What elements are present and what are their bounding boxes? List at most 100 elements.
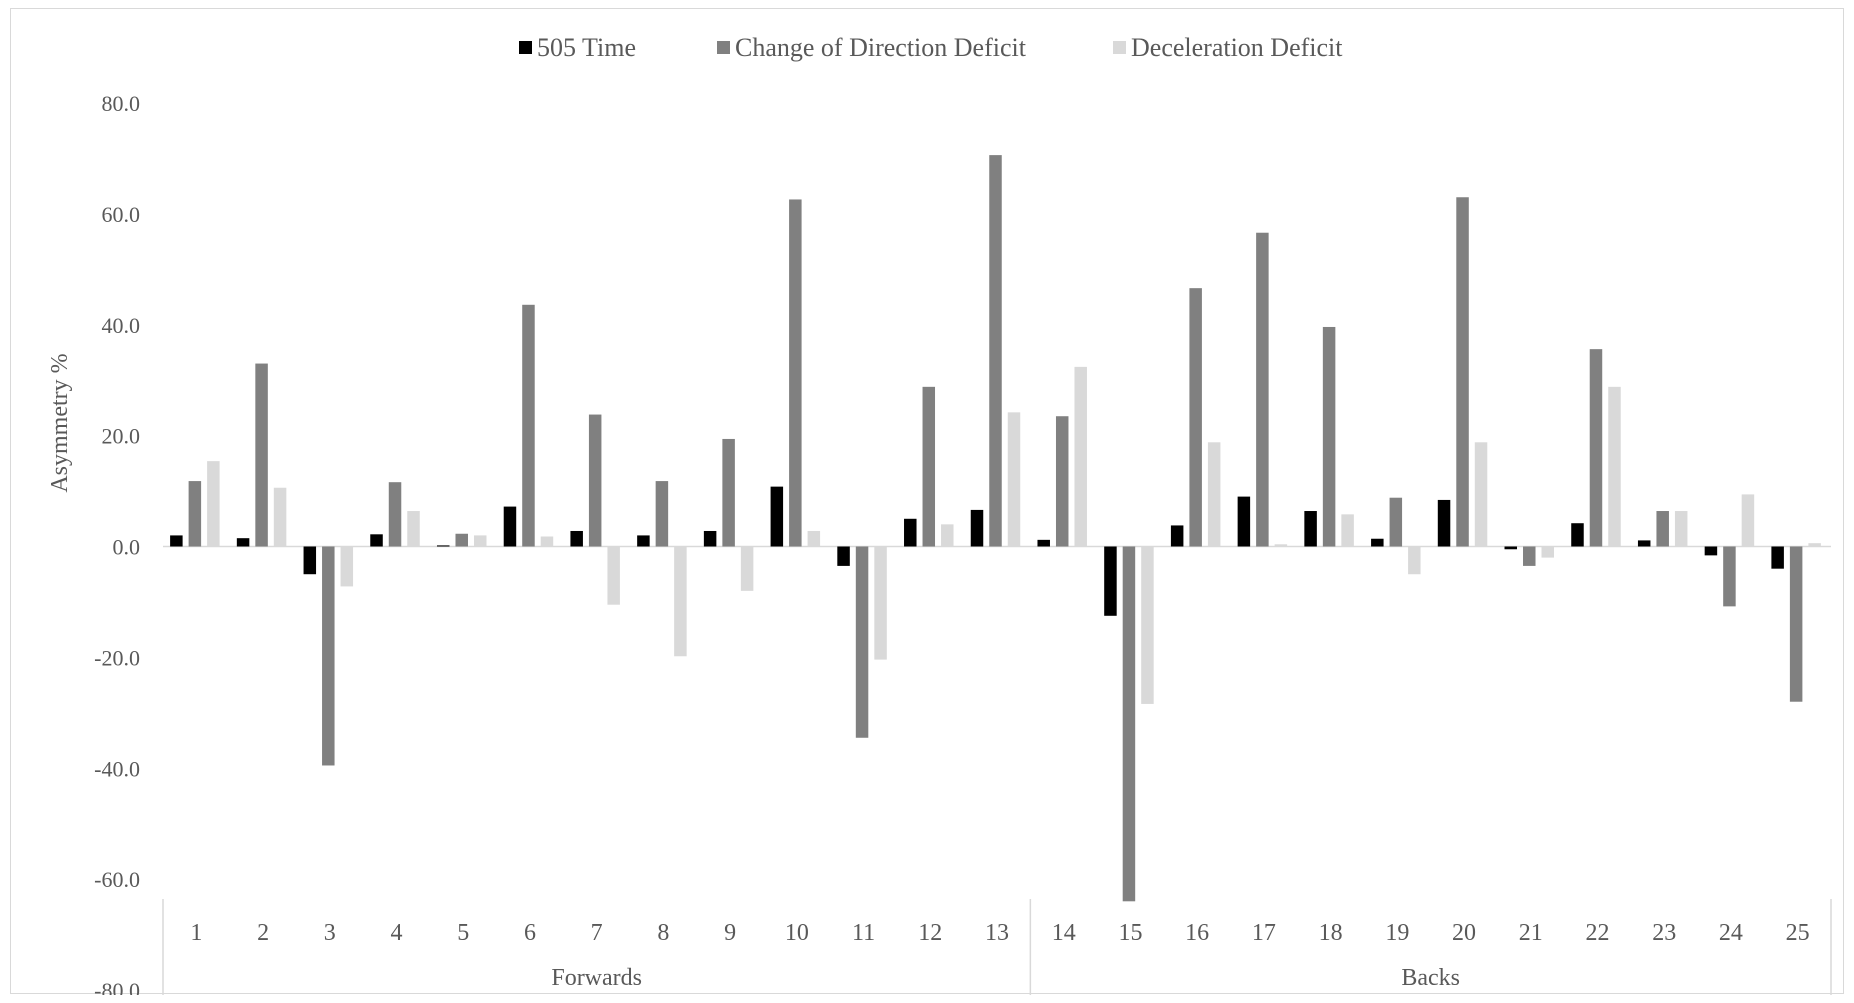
bar (807, 530, 821, 547)
x-group-label: Backs (1401, 965, 1460, 991)
bar (1456, 197, 1469, 547)
y-tick-label: -60.0 (94, 867, 140, 892)
bar (637, 535, 650, 547)
bar (1637, 540, 1651, 547)
bar (540, 536, 554, 547)
bar (1237, 496, 1251, 547)
bar (1170, 525, 1184, 547)
bar (588, 414, 602, 547)
bar (1741, 494, 1755, 547)
bar (236, 538, 250, 547)
bar (941, 524, 954, 547)
bar (1274, 544, 1288, 547)
bar (970, 509, 984, 547)
bars (170, 155, 1821, 902)
bar (340, 546, 354, 587)
legend-swatch (519, 41, 532, 54)
x-tick-label: 16 (1185, 920, 1209, 946)
x-tick-label: 17 (1252, 920, 1276, 946)
x-tick-label: 22 (1585, 920, 1609, 946)
bar (370, 534, 383, 547)
y-tick-label: 20.0 (102, 424, 141, 449)
x-tick-label: 15 (1118, 920, 1142, 946)
bar (1122, 546, 1136, 902)
bar (1808, 543, 1821, 547)
bar (1589, 349, 1603, 547)
bar (1189, 288, 1202, 547)
bar (989, 155, 1002, 547)
y-axis: 80.0 60.0 40.0 20.0 0.0 -20.0 -40.0 -60.0 -80.0 (94, 91, 140, 995)
x-tick-label: 13 (985, 920, 1009, 946)
bar (607, 546, 620, 605)
bar (1571, 523, 1584, 547)
bar (740, 546, 754, 591)
bar (1608, 386, 1621, 547)
bar (273, 487, 287, 547)
bar (1141, 546, 1154, 704)
bar (1007, 412, 1021, 547)
legend-swatch (717, 41, 730, 54)
bar (1037, 539, 1050, 547)
x-axis: 1 2 3 4 5 6 7 8 9 10 11 12 13 14 15 16 17 18 19 20 21 22 23 24 2… (162, 899, 1832, 995)
y-tick-label: 40.0 (102, 313, 141, 338)
x-tick-label: 20 (1452, 920, 1476, 946)
bar (1408, 546, 1421, 575)
y-axis-title: Asymmetry % (47, 353, 73, 492)
y-tick-label: 0.0 (113, 535, 141, 560)
bar (1437, 499, 1451, 547)
legend-swatch (1113, 41, 1126, 54)
bar (1074, 366, 1087, 547)
bar (1674, 511, 1688, 547)
bar (904, 518, 917, 547)
legend: 505 Time Change of Direction Deficit Decel… (519, 33, 1343, 62)
bar (1055, 416, 1069, 547)
bar (1322, 326, 1336, 547)
y-tick-label: 60.0 (102, 202, 141, 227)
x-tick-label: 18 (1319, 920, 1343, 946)
y-tick-label: 80.0 (102, 91, 141, 116)
bar (1541, 546, 1555, 558)
legend-label: 505 Time (537, 33, 636, 62)
bar (1789, 546, 1803, 702)
bar (303, 546, 317, 575)
y-tick-label: -20.0 (94, 645, 140, 670)
x-tick-label: 3 (324, 920, 336, 946)
x-tick-label: 24 (1719, 920, 1743, 946)
x-group-label: Forwards (551, 965, 642, 991)
bar (388, 482, 402, 547)
bar (703, 530, 717, 547)
bar (322, 546, 335, 766)
bar (207, 461, 220, 547)
bar (1504, 546, 1518, 550)
x-tick-label: 5 (457, 920, 469, 946)
bar (770, 486, 784, 547)
legend-label: Deceleration Deficit (1131, 33, 1343, 62)
bar (1523, 546, 1536, 566)
bar (1304, 511, 1317, 547)
bar (874, 546, 887, 660)
bar (436, 545, 450, 547)
x-tick-label: 12 (918, 920, 942, 946)
bar-chart: 505 Time Change of Direction Deficit Decel… (47, 33, 1832, 995)
x-tick-label: 19 (1385, 920, 1409, 946)
x-tick-label: 2 (257, 920, 269, 946)
bar (1256, 232, 1269, 547)
bar (188, 481, 202, 547)
x-tick-label: 14 (1052, 920, 1076, 946)
x-tick-label: 25 (1786, 920, 1810, 946)
x-tick-label: 21 (1519, 920, 1543, 946)
x-tick-label: 11 (852, 920, 875, 946)
bar (722, 438, 735, 547)
bar (1771, 546, 1784, 569)
bar (1207, 442, 1221, 547)
bar (170, 535, 183, 547)
bar (674, 546, 687, 657)
bar (1341, 514, 1354, 547)
bar (855, 546, 869, 738)
x-tick-label: 1 (190, 920, 202, 946)
y-tick-label: -40.0 (94, 756, 140, 781)
bar (503, 506, 517, 547)
bar (1723, 546, 1736, 607)
x-tick-label: 6 (524, 920, 536, 946)
x-tick-label: 8 (657, 920, 669, 946)
